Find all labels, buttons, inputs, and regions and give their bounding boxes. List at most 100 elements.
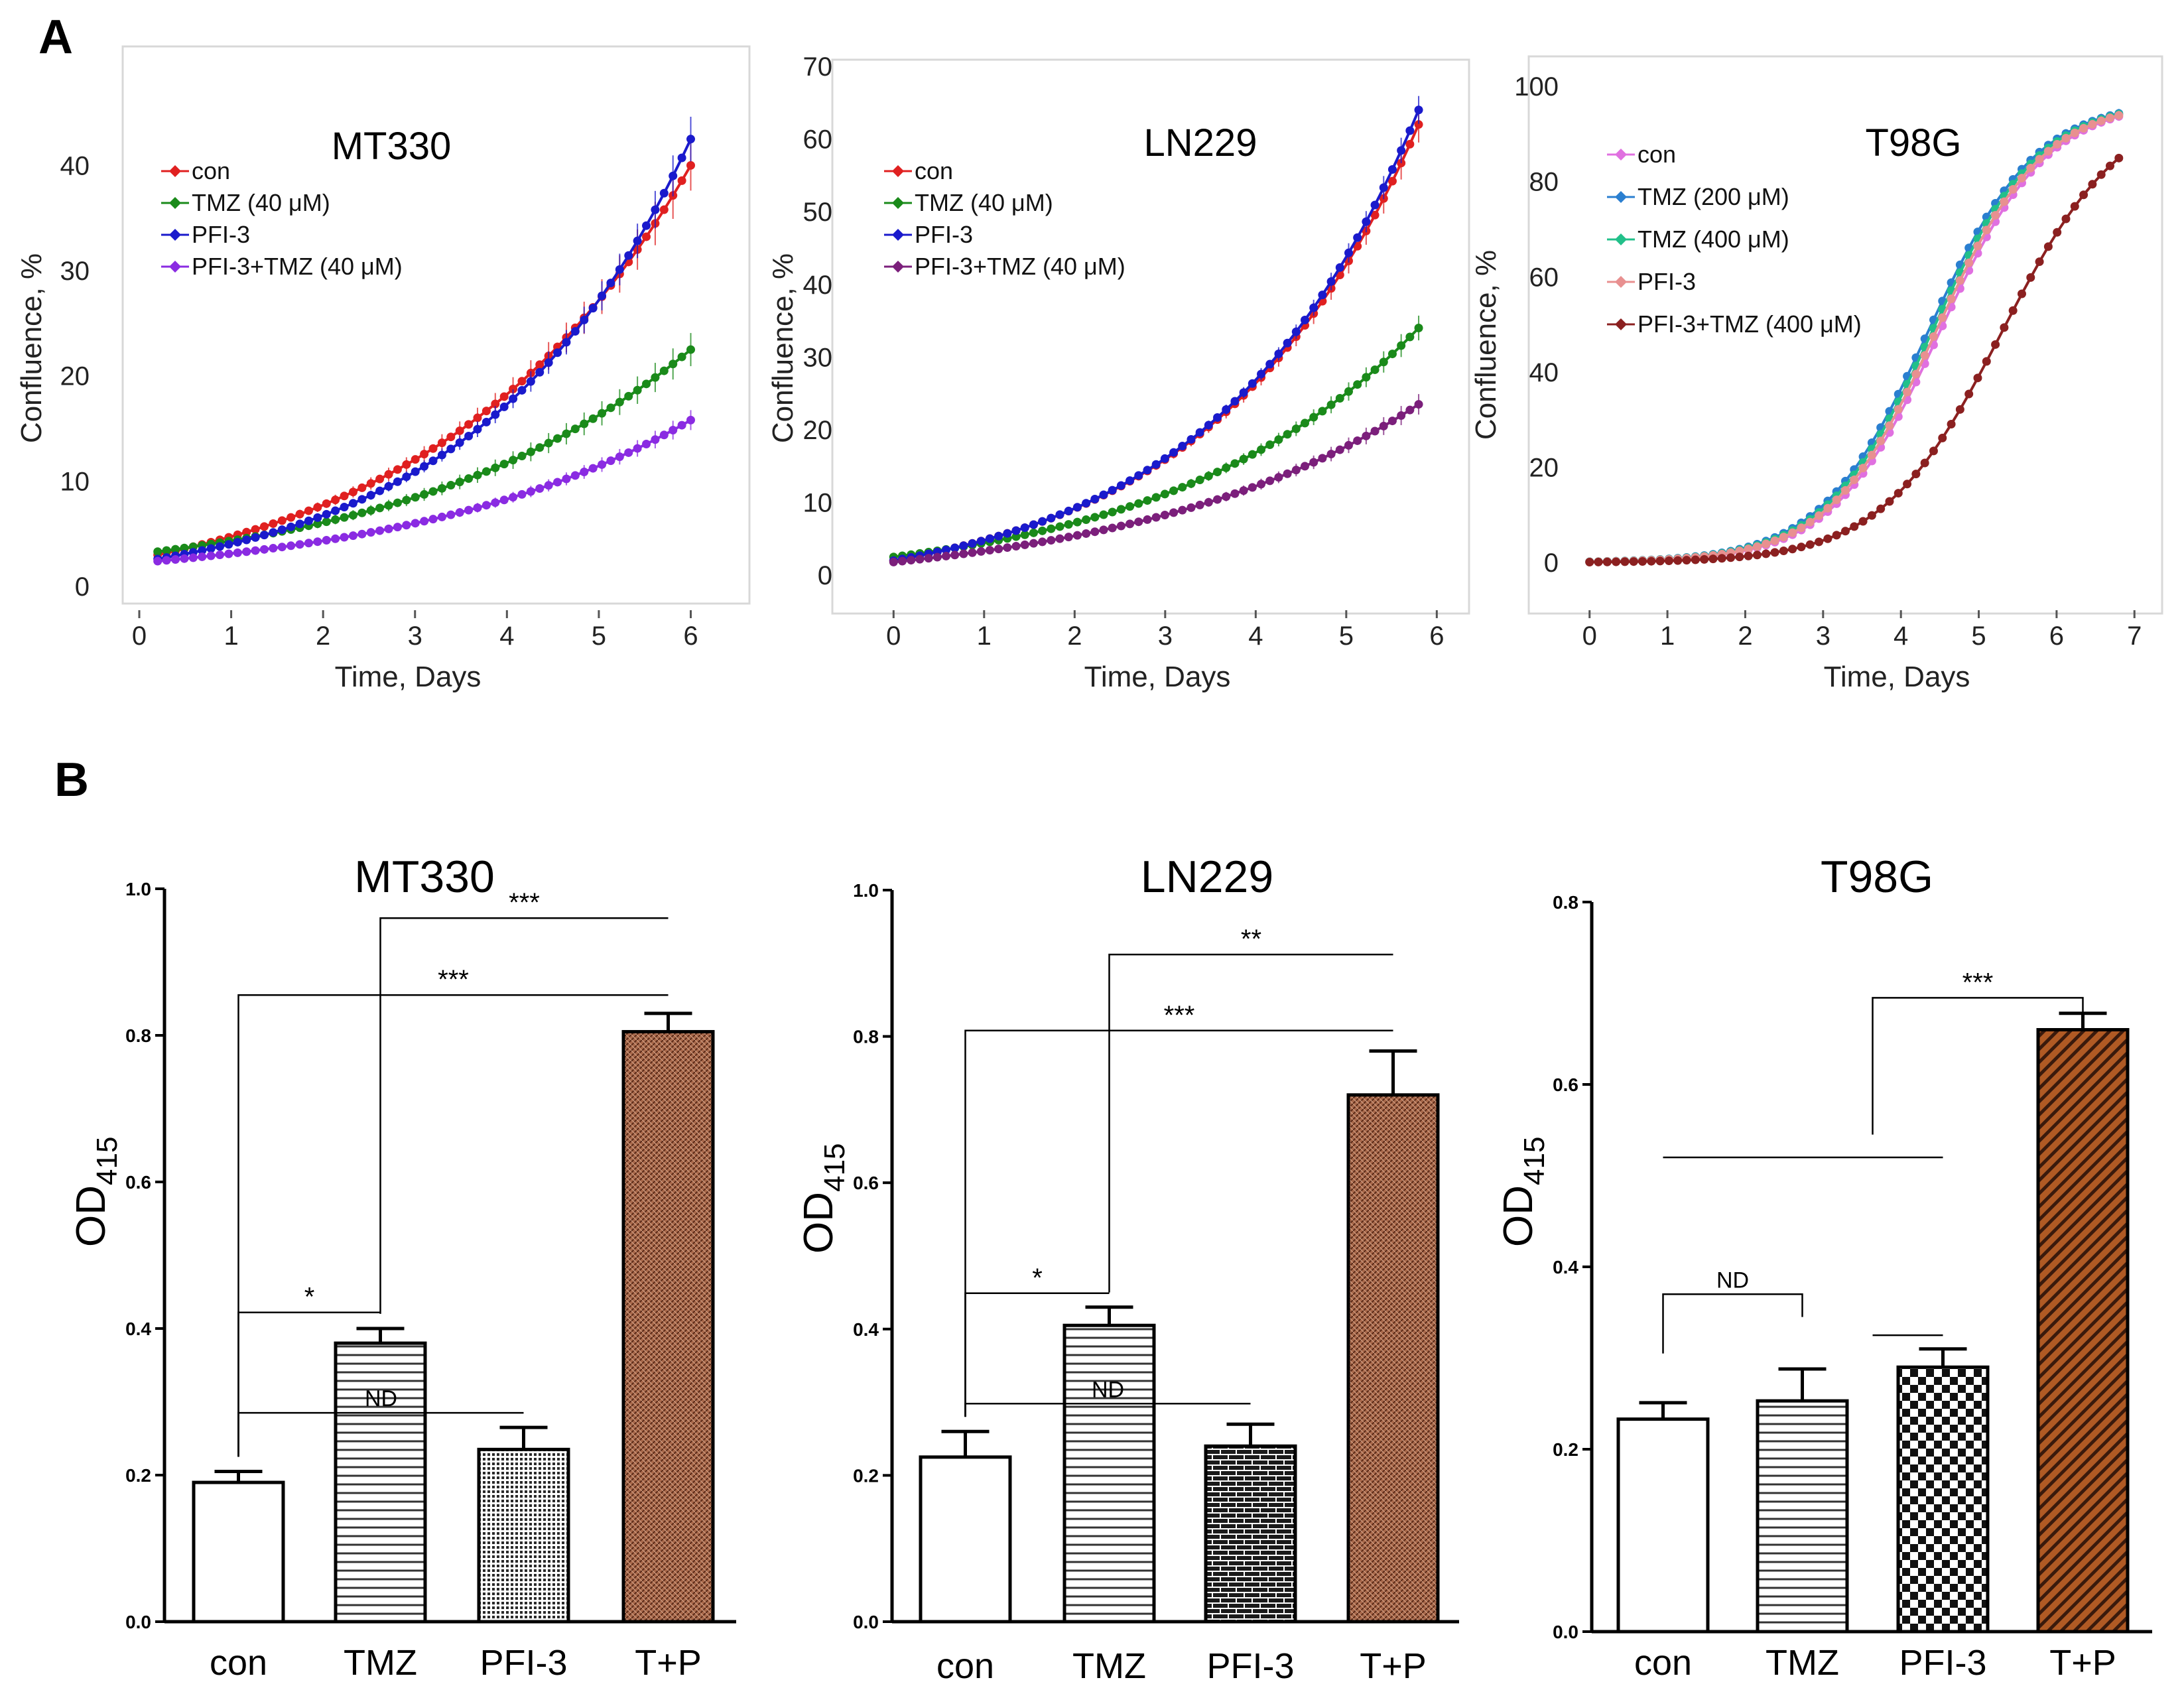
data-point (446, 444, 456, 454)
data-point (509, 394, 518, 403)
data-point (348, 511, 357, 520)
data-point (1038, 537, 1047, 547)
x-tick-label-ln229: 3 (1158, 621, 1173, 651)
y-tick-label-ln229: 0.4 (853, 1319, 879, 1340)
data-point (976, 537, 986, 546)
data-point (2061, 214, 2071, 224)
data-point (1638, 556, 1647, 566)
data-point (1779, 547, 1788, 556)
data-point (1414, 120, 1423, 129)
data-point (1151, 493, 1161, 502)
data-point (1195, 475, 1204, 484)
y-tick-label-mt330: 0.4 (125, 1319, 151, 1339)
data-point (1920, 458, 1929, 468)
data-point (482, 407, 491, 416)
data-point (1143, 515, 1152, 524)
data-point (206, 551, 216, 560)
data-point (633, 236, 642, 245)
data-point (1629, 557, 1638, 566)
data-point (287, 541, 296, 551)
line-chart-t98g: 0 1 2 3 4 5 6 7 0 20 40 60 80 100 con TMZ (200 μM) TMZ … (1470, 55, 2163, 693)
data-point (1387, 350, 1397, 359)
data-point (224, 549, 233, 558)
bar-ln229-tmz (1062, 1323, 1156, 1624)
x-tick-label-mt330: 6 (683, 621, 698, 651)
data-point (570, 327, 580, 336)
data-point (535, 367, 545, 377)
x-tick-label-t98g: 7 (2127, 621, 2142, 651)
data-point (1344, 248, 1353, 257)
data-point (357, 529, 367, 539)
chart-title-t98g: T98G (1865, 121, 1961, 164)
data-point (659, 430, 669, 440)
data-point (2114, 111, 2124, 120)
data-point (357, 483, 367, 492)
data-point (1797, 523, 1806, 533)
data-point (1673, 556, 1683, 565)
data-point (1397, 146, 1406, 155)
y-tick-label-mt330: 10 (60, 467, 90, 496)
y-tick-label-ln229: 0.2 (853, 1465, 879, 1486)
y-tick-label-ln229: 10 (803, 489, 833, 518)
legend-label: TMZ (200 μM) (1638, 183, 1789, 210)
data-point (1020, 540, 1029, 549)
data-point (482, 417, 491, 426)
data-point (562, 429, 571, 438)
data-point (402, 521, 411, 530)
data-point (517, 489, 527, 499)
data-point (2000, 197, 2009, 206)
data-point (624, 448, 633, 457)
data-point (198, 552, 207, 561)
data-point (968, 539, 977, 548)
y-tick-label-t98g: 80 (1529, 168, 1559, 197)
y-tick-label-t98g: 0 (1544, 549, 1559, 578)
data-point (1387, 176, 1397, 186)
data-point (233, 548, 242, 557)
data-point (215, 542, 224, 551)
data-point (1204, 421, 1213, 430)
data-point (1291, 424, 1301, 433)
x-tick-label-mt330: 1 (224, 621, 238, 651)
data-point (1239, 486, 1248, 495)
category-label: PFI-3 (480, 1643, 567, 1683)
data-point (1353, 380, 1362, 389)
category-label: T+P (635, 1643, 702, 1683)
x-tick-label-ln229: 0 (886, 621, 901, 651)
data-point (1072, 503, 1082, 512)
data-point (366, 479, 375, 488)
data-point (677, 176, 686, 185)
y-tick-label-ln229: 20 (803, 416, 833, 445)
data-point (1178, 505, 1187, 515)
data-point (950, 543, 960, 552)
y-tick-label-mt330: 0.0 (125, 1612, 151, 1632)
data-point (1230, 459, 1240, 468)
data-point (1213, 495, 1222, 504)
data-point (402, 460, 411, 469)
data-point (473, 503, 482, 512)
data-point (669, 171, 678, 180)
data-point (1414, 324, 1423, 333)
data-point (1770, 548, 1779, 557)
bar-chart-title-ln229: LN229 (1141, 852, 1273, 902)
data-point (1082, 515, 1091, 525)
data-point (1955, 276, 1964, 285)
bar-t98g-tmz (1756, 1399, 1849, 1634)
data-point (1823, 534, 1832, 543)
x-tick-label-mt330: 3 (408, 621, 422, 651)
data-point (402, 472, 411, 482)
x-tick-label-ln229: 5 (1339, 621, 1354, 651)
x-tick-label-t98g: 1 (1660, 621, 1675, 651)
legend-mt330: con TMZ (40 μM) PFI-3 PFI-3+TMZ (40 μM) (161, 157, 403, 280)
data-point (1414, 105, 1423, 115)
legend-label: TMZ (400 μM) (1638, 226, 1789, 253)
data-point (1973, 373, 1982, 383)
data-point (464, 431, 474, 440)
data-point (1982, 357, 1991, 366)
y-tick-label-t98g: 0.4 (1553, 1257, 1578, 1277)
data-point (1815, 537, 1824, 547)
data-point (651, 205, 660, 214)
data-point (393, 498, 402, 507)
data-point (1858, 464, 1868, 473)
data-point (2053, 228, 2062, 237)
data-point (224, 540, 233, 549)
